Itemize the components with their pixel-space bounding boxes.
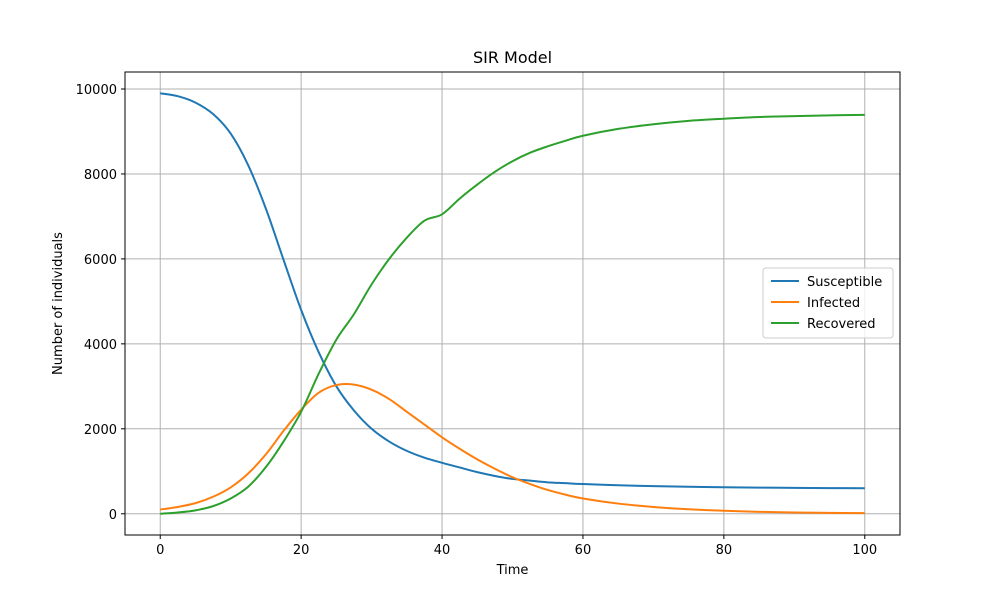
y-tick-label: 8000 bbox=[84, 168, 117, 183]
series-line-susceptible bbox=[160, 92, 865, 490]
legend: Susceptible Infected Recovered bbox=[762, 267, 894, 339]
x-tick-label: 60 bbox=[575, 543, 592, 558]
y-tick-label: 6000 bbox=[84, 253, 117, 268]
legend-frame bbox=[762, 267, 894, 339]
legend-label-recovered: Recovered bbox=[807, 317, 876, 332]
legend-label-susceptible: Susceptible bbox=[807, 275, 882, 290]
chart-title: SIR Model bbox=[473, 48, 552, 67]
series-lines bbox=[160, 92, 865, 515]
plot-area-frame bbox=[124, 71, 901, 536]
axis-ticks: 0 20 40 60 80 100 0 2000 4000 6000 8000 10000 bbox=[76, 83, 878, 558]
y-tick-label: 2000 bbox=[84, 423, 117, 438]
x-axis-label: Time bbox=[496, 563, 529, 578]
y-tick-label: 4000 bbox=[84, 338, 117, 353]
x-tick-label: 0 bbox=[156, 543, 164, 558]
grid-lines bbox=[125, 72, 900, 535]
y-tick-label: 0 bbox=[109, 508, 117, 523]
legend-label-infected: Infected bbox=[807, 296, 860, 311]
x-tick-label: 100 bbox=[852, 543, 877, 558]
y-tick-label: 10000 bbox=[76, 83, 117, 98]
x-tick-label: 80 bbox=[716, 543, 733, 558]
series-line-recovered bbox=[160, 113, 865, 515]
series-line-infected bbox=[160, 383, 865, 515]
x-tick-label: 20 bbox=[293, 543, 310, 558]
x-tick-label: 40 bbox=[434, 543, 451, 558]
y-axis-label: Number of individuals bbox=[51, 232, 66, 375]
